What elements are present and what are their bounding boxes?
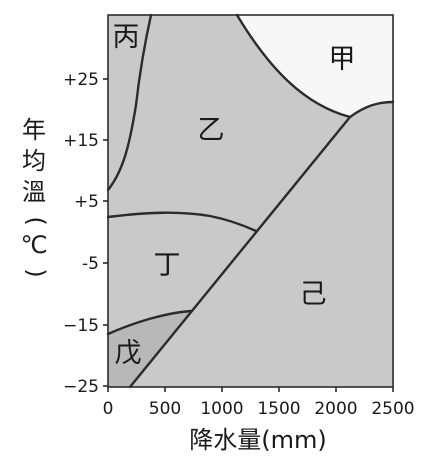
boundary-ji-jia xyxy=(348,100,395,119)
x-tick-label: 500 xyxy=(149,399,181,419)
y-axis-title-char: 均 xyxy=(22,147,46,175)
region-label-yi: 乙 xyxy=(198,115,225,146)
region-labels: 甲 乙 丙 丁 戊 己 xyxy=(113,22,356,369)
y-tick-label: +25 xyxy=(63,70,99,90)
y-tick-marks xyxy=(103,78,108,387)
y-tick-label: +15 xyxy=(63,131,99,151)
x-tick-labels: 0 500 1000 1500 2000 2500 xyxy=(103,399,415,419)
boundary-ding-wu xyxy=(106,309,193,336)
y-tick-label: -5 xyxy=(82,254,99,274)
boundary-jia-yi xyxy=(235,13,352,119)
region-label-bing: 丙 xyxy=(113,22,140,53)
x-tick-label: 1500 xyxy=(257,399,300,419)
x-tick-marks xyxy=(107,387,394,392)
boundary-yi-ding xyxy=(106,211,258,233)
region-label-jia: 甲 xyxy=(329,44,356,75)
region-label-wu: 戊 xyxy=(115,338,142,369)
y-axis-title-char: 年 xyxy=(22,116,46,144)
region-label-ding: 丁 xyxy=(154,250,181,281)
diagram-plot-area xyxy=(108,15,393,387)
x-tick-label: 1000 xyxy=(200,399,243,419)
x-tick-label: 2000 xyxy=(314,399,357,419)
y-axis-title-char: ) xyxy=(22,268,50,277)
region-boundaries xyxy=(106,13,395,389)
x-axis-title: 降水量(mm) xyxy=(189,426,326,454)
x-tick-label: 2500 xyxy=(371,399,414,419)
y-axis-title-char: 溫 xyxy=(22,178,46,206)
y-tick-label: +5 xyxy=(74,192,99,212)
region-jia-area xyxy=(237,15,393,117)
y-tick-label: −25 xyxy=(63,377,99,397)
boundary-diagonal xyxy=(128,115,352,389)
y-axis-title-char: ℃ xyxy=(21,231,48,259)
y-tick-labels: +25 +15 +5 -5 −15 −25 xyxy=(63,70,99,397)
y-tick-label: −15 xyxy=(63,316,99,336)
region-label-ji: 己 xyxy=(300,279,327,310)
region-wu-area xyxy=(108,311,191,387)
boundary-bing-yi xyxy=(106,13,153,192)
x-tick-label: 0 xyxy=(103,399,114,419)
y-axis-title: 年 均 溫 ( ℃ ) xyxy=(21,116,50,278)
y-axis-title-char: ( xyxy=(22,216,50,225)
